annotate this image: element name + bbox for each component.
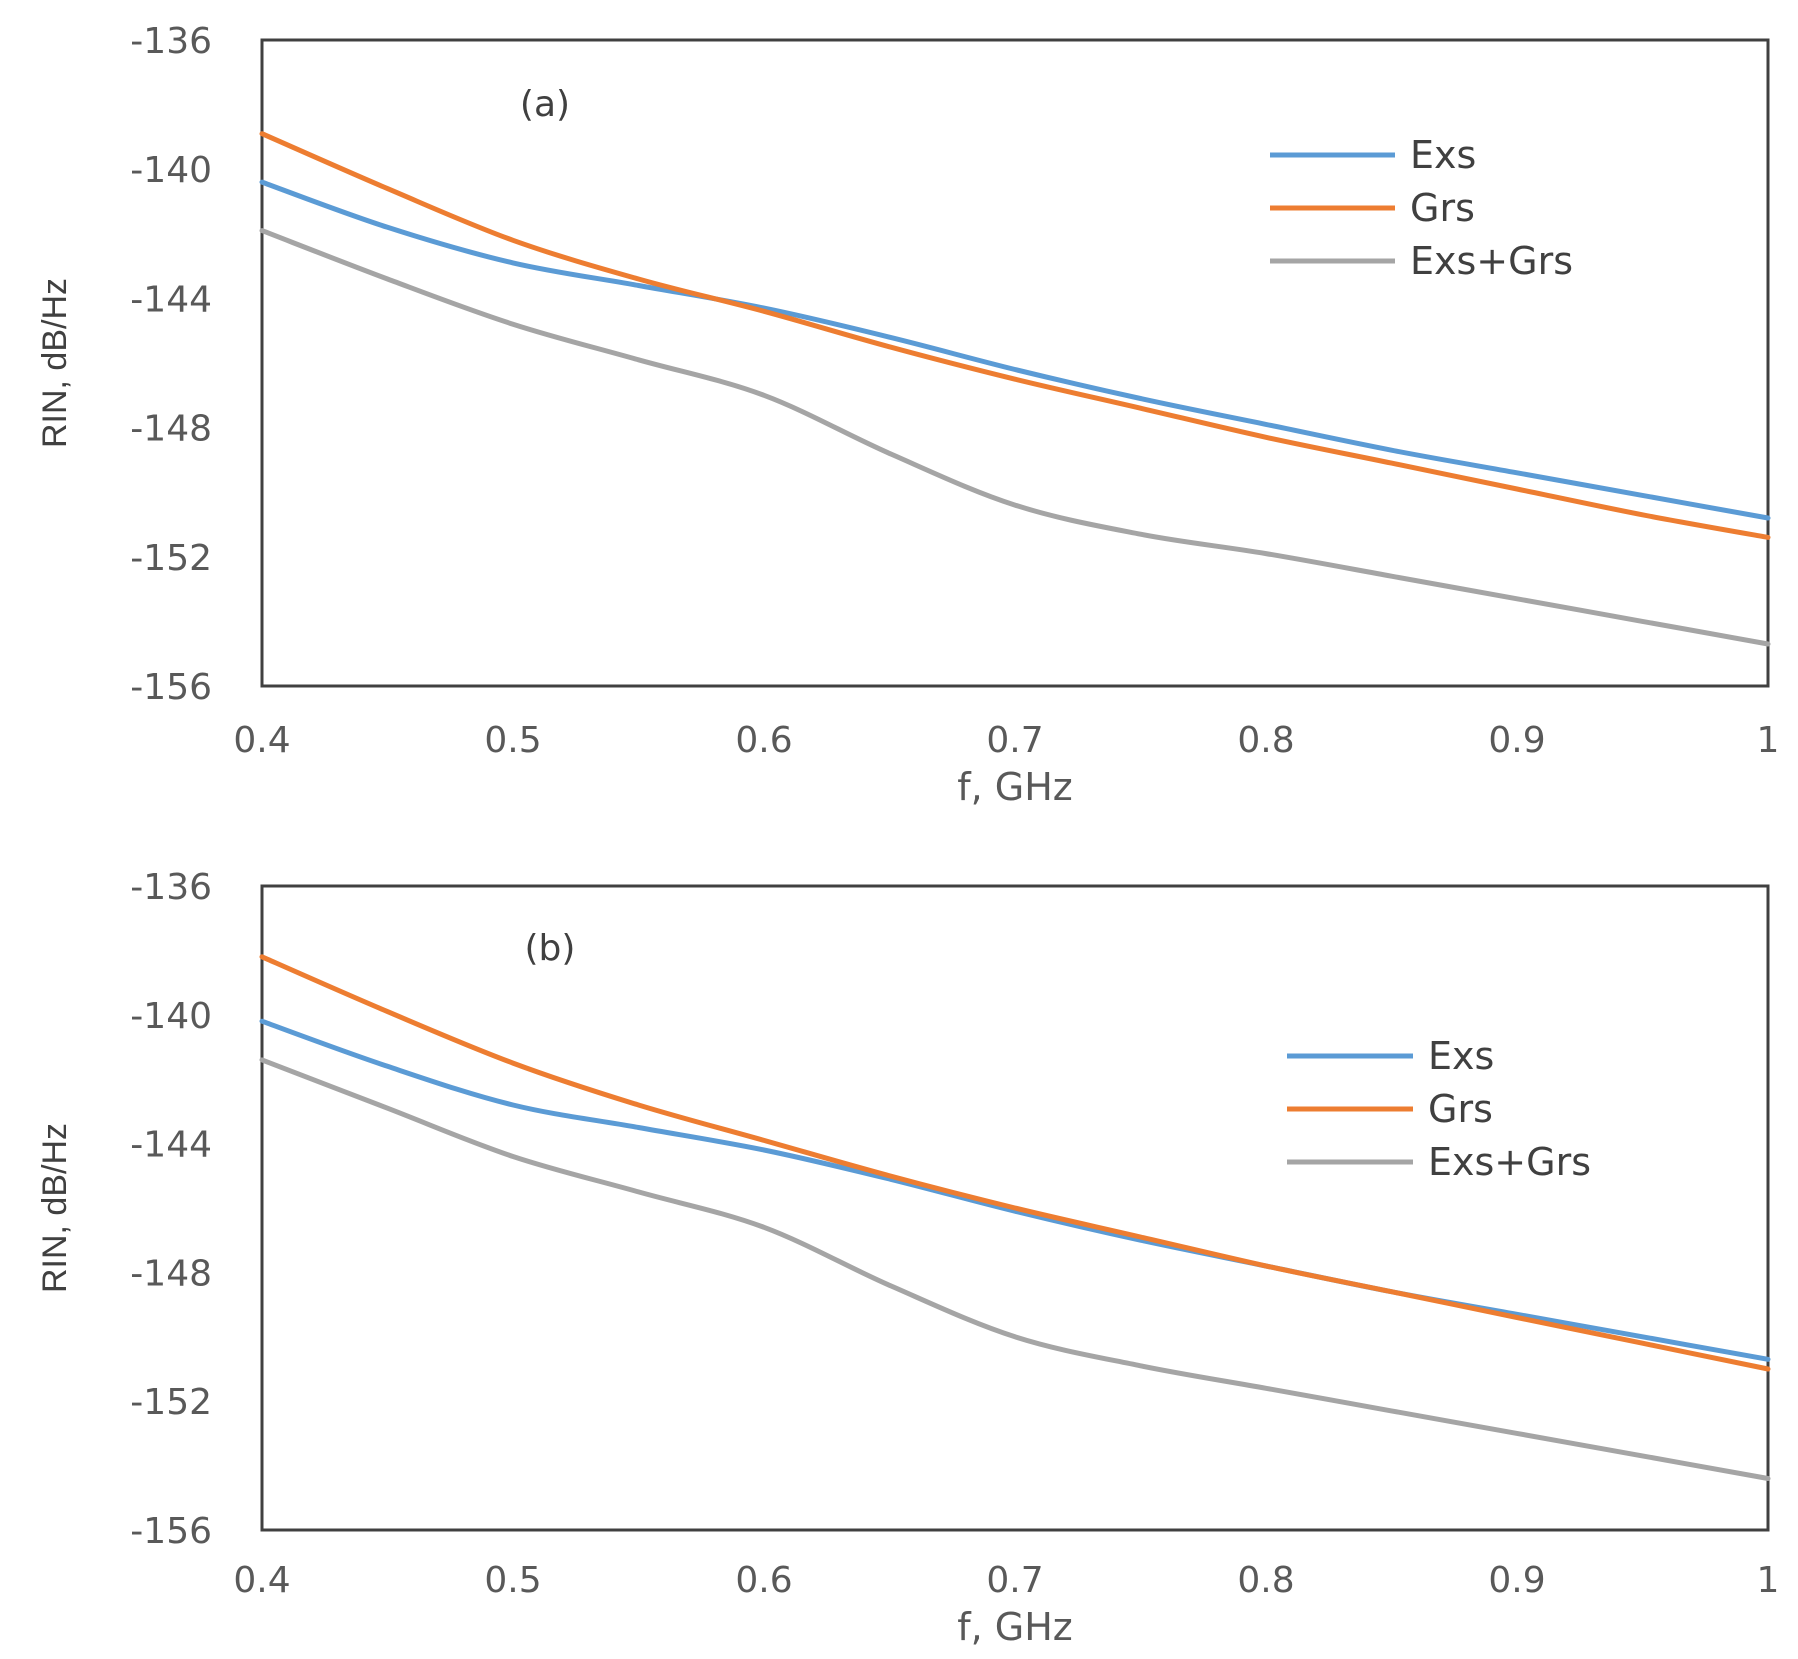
panel-label: (b)	[525, 928, 576, 969]
series-line-exs	[259, 179, 1771, 521]
x-tick-label: 0.5	[484, 720, 541, 761]
y-tick-label: -136	[130, 21, 212, 62]
y-tick-label: -148	[130, 1253, 212, 1294]
legend-label-grs: Grs	[1410, 186, 1475, 230]
plot-frame	[260, 38, 1770, 688]
x-tick-label: 0.4	[233, 1560, 290, 1601]
chart-panel-b: -136 -140 -144 -148 -152 -156 0.4 0.5 0.6 0.7 0.8 0…	[36, 867, 1779, 1649]
plot-frame	[260, 884, 1770, 1532]
series-line-grs	[259, 131, 1771, 540]
x-axis-title: f, GHz	[957, 1605, 1073, 1649]
y-tick-label: -156	[130, 667, 212, 708]
legend-label-exs: Exs	[1428, 1034, 1494, 1078]
series-line-exs-grs	[259, 1057, 1771, 1481]
series-line-grs	[259, 954, 1771, 1372]
legend: Exs Grs Exs+Grs	[1287, 1034, 1591, 1184]
x-tick-label: 0.4	[233, 720, 290, 761]
y-axis-title: RIN, dB/Hz	[36, 1123, 74, 1293]
x-tick-label: 0.5	[484, 1560, 541, 1601]
x-tick-label: 0.8	[1237, 1560, 1294, 1601]
y-tick-label: -140	[130, 996, 212, 1037]
x-tick-label: 0.9	[1488, 1560, 1545, 1601]
x-tick-label: 0.6	[735, 720, 792, 761]
x-tick-label: 1	[1757, 720, 1780, 761]
legend-label-exs-grs: Exs+Grs	[1410, 239, 1573, 283]
y-tick-label: -140	[130, 150, 212, 191]
y-axis-title: RIN, dB/Hz	[36, 278, 74, 448]
series-line-exs-grs	[259, 228, 1771, 647]
chart-panel-a: -136 -140 -144 -148 -152 -156 0.4 0.5 0.6 0.7 0.8 0…	[36, 21, 1779, 809]
x-tick-label: 0.8	[1237, 720, 1294, 761]
y-tick-label: -148	[130, 409, 212, 450]
y-tick-label: -152	[130, 1382, 212, 1423]
x-axis-title: f, GHz	[957, 765, 1073, 809]
series-line-exs	[259, 1018, 1771, 1362]
x-tick-label: 1	[1757, 1560, 1780, 1601]
legend-label-exs: Exs	[1410, 133, 1476, 177]
y-tick-label: -156	[130, 1511, 212, 1552]
y-tick-label: -152	[130, 538, 212, 579]
legend-label-grs: Grs	[1428, 1087, 1493, 1131]
x-tick-label: 0.7	[986, 1560, 1043, 1601]
y-tick-label: -144	[130, 279, 212, 320]
x-tick-label: 0.7	[986, 720, 1043, 761]
y-tick-label: -144	[130, 1125, 212, 1166]
y-tick-label: -136	[130, 867, 212, 908]
x-tick-label: 0.6	[735, 1560, 792, 1601]
legend: Exs Grs Exs+Grs	[1270, 133, 1573, 283]
panel-label: (a)	[520, 84, 570, 125]
x-tick-label: 0.9	[1488, 720, 1545, 761]
legend-label-exs-grs: Exs+Grs	[1428, 1140, 1591, 1184]
